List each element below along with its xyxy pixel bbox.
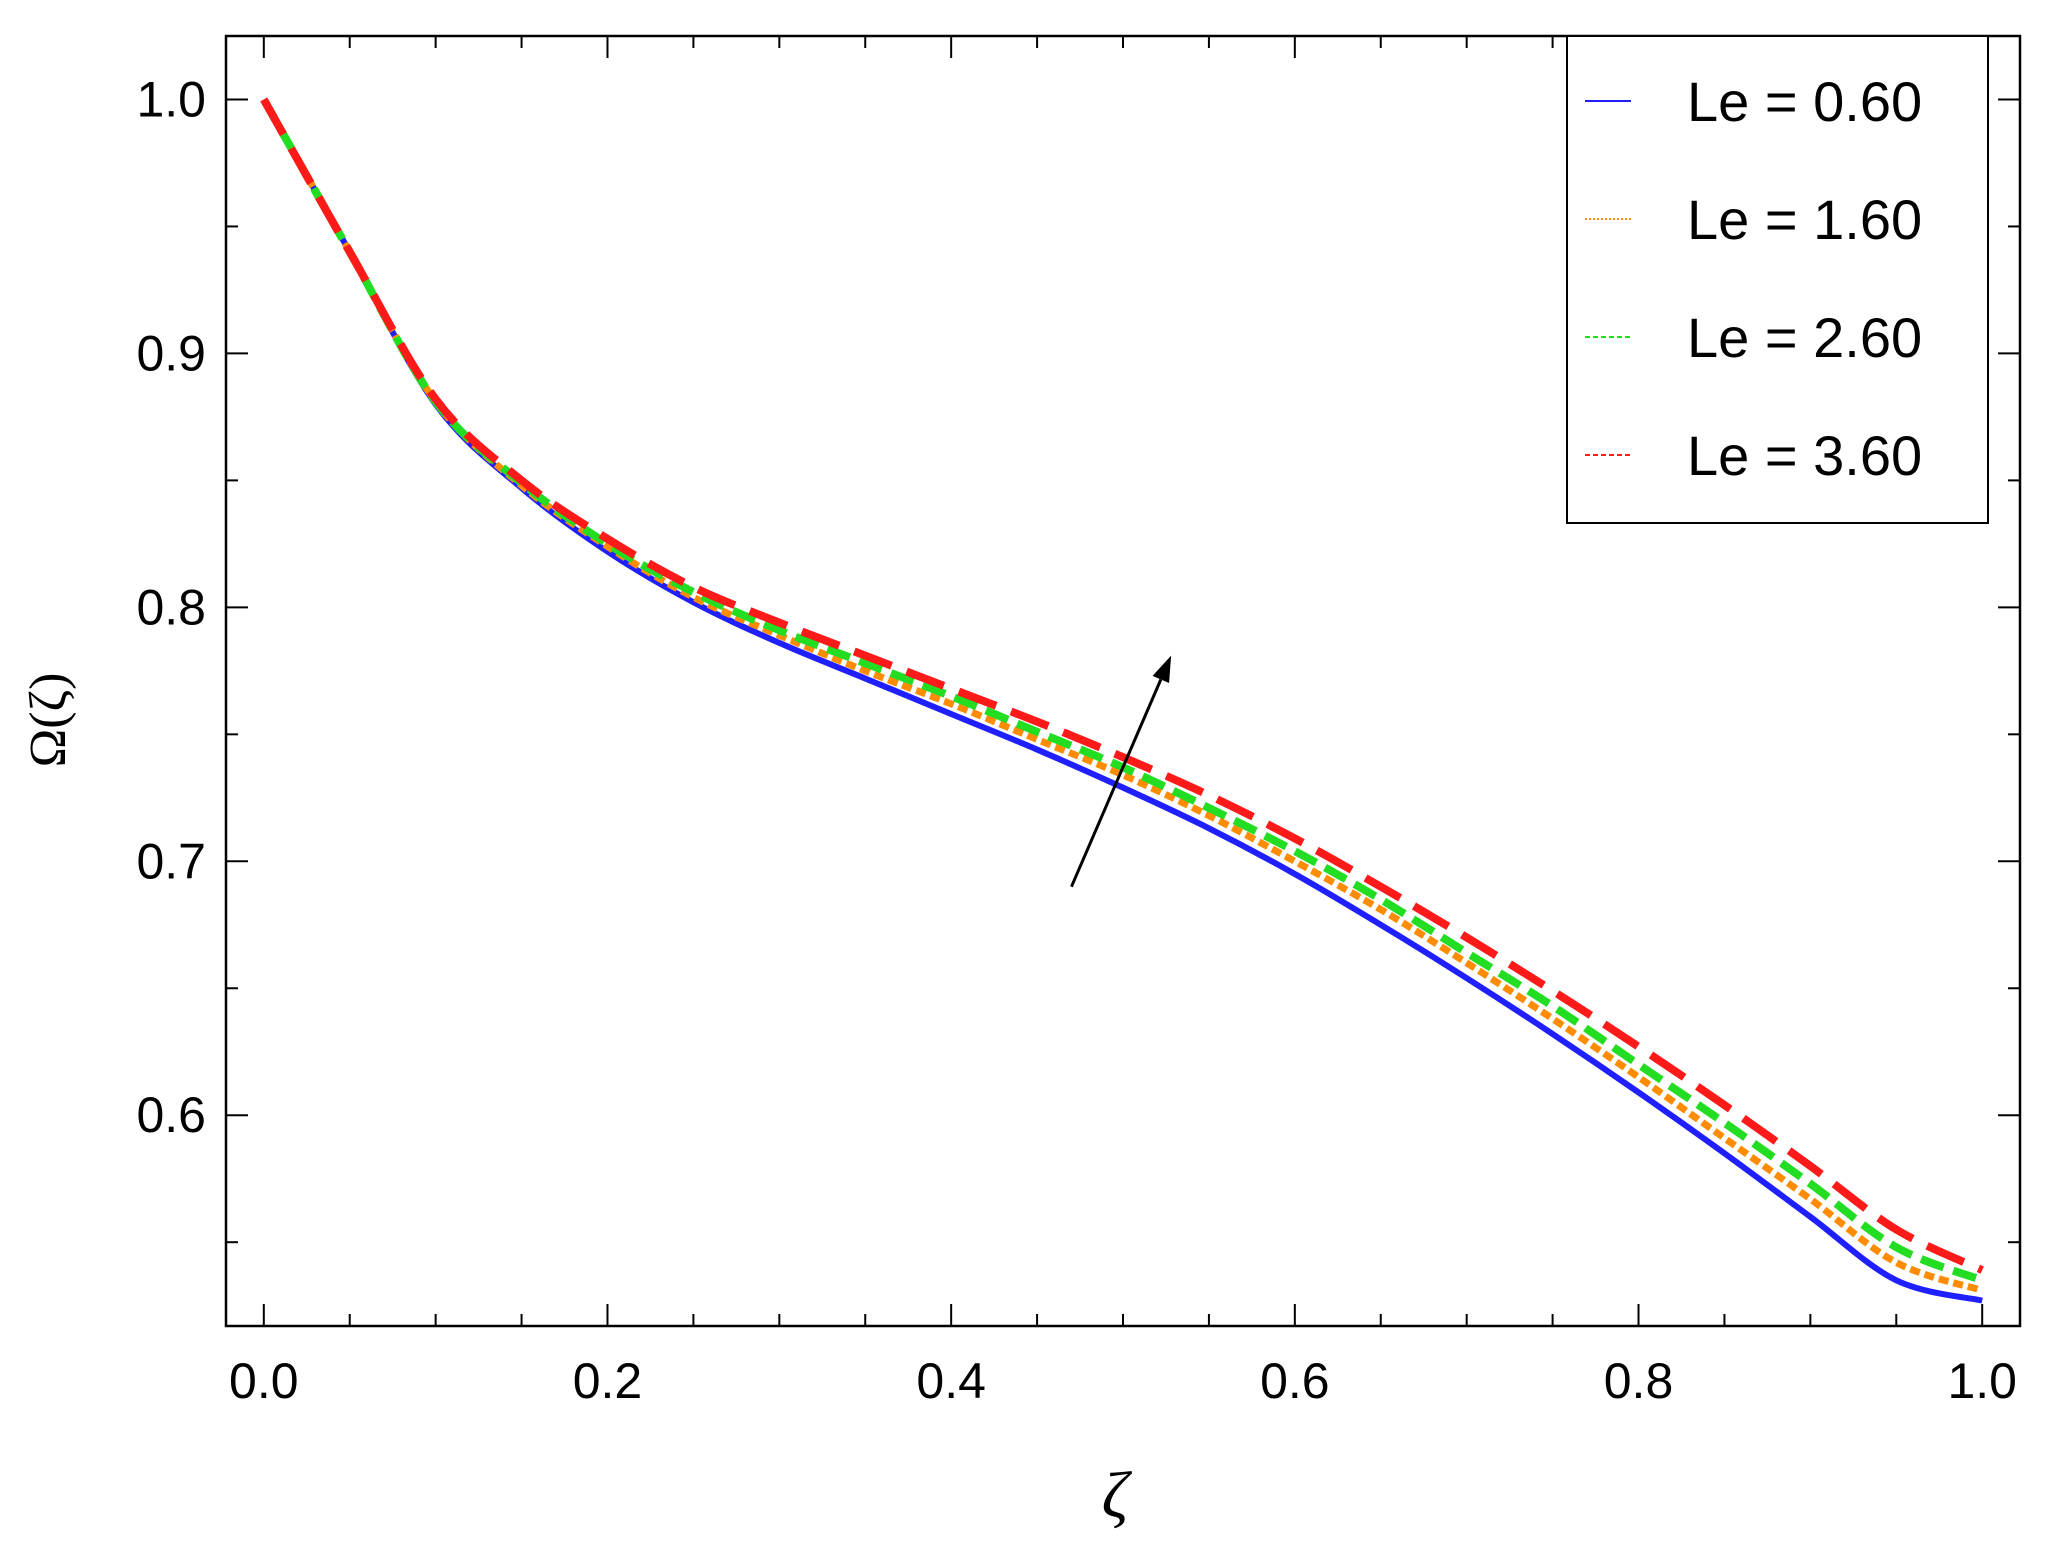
x-tick-label: 0.0 (229, 1353, 299, 1409)
annotation-arrow-head (1152, 655, 1172, 684)
x-tick-label: 0.6 (1260, 1353, 1330, 1409)
x-tick-label: 0.2 (573, 1353, 643, 1409)
x-tick-label: 0.4 (916, 1353, 986, 1409)
series-line-4 (260, 97, 1984, 1274)
y-tick-label: 0.8 (136, 579, 206, 635)
legend-label-3: Le = 2.60 (1687, 306, 1922, 369)
annotation-arrow-shaft (1070, 678, 1163, 888)
legend-label-1: Le = 0.60 (1687, 70, 1922, 133)
y-tick-label: 0.7 (136, 833, 206, 889)
x-tick-label: 1.0 (1947, 1353, 2017, 1409)
legend-label-4: Le = 3.60 (1687, 424, 1922, 487)
series-line-2 (260, 97, 1984, 1294)
y-tick-label: 1.0 (136, 71, 206, 127)
y-axis-title: Ω(ζ) (20, 673, 77, 768)
legend-label-2: Le = 1.60 (1687, 188, 1922, 251)
x-axis-title: ζ (1102, 1459, 1133, 1532)
legend-box (1566, 35, 1989, 524)
x-tick-label: 0.8 (1604, 1353, 1674, 1409)
y-tick-label: 0.6 (136, 1087, 206, 1143)
y-tick-label: 0.9 (136, 325, 206, 381)
